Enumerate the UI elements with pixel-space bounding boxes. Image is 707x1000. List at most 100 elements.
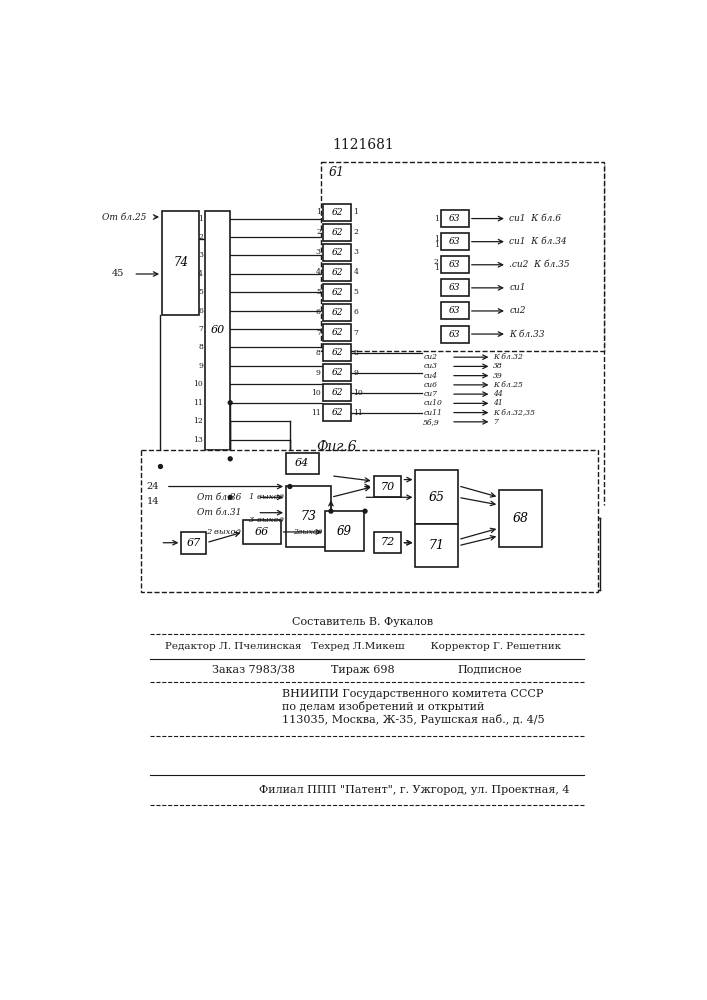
Text: 9: 9 bbox=[316, 369, 321, 377]
Text: 8: 8 bbox=[198, 343, 203, 351]
Text: 62: 62 bbox=[332, 208, 343, 217]
Text: 8: 8 bbox=[316, 349, 321, 357]
Text: 2: 2 bbox=[316, 228, 321, 236]
Text: 3: 3 bbox=[198, 251, 203, 259]
Text: си1  К бл.34: си1 К бл.34 bbox=[509, 237, 567, 246]
Text: 7: 7 bbox=[354, 329, 358, 337]
Text: ВНИИПИ Государственного комитета СССР: ВНИИПИ Государственного комитета СССР bbox=[282, 689, 544, 699]
Text: 9: 9 bbox=[198, 362, 203, 370]
Bar bbox=[441, 210, 469, 227]
Text: Фиг.6: Фиг.6 bbox=[316, 440, 357, 454]
Bar bbox=[373, 532, 402, 553]
Text: 11: 11 bbox=[193, 399, 203, 407]
Text: Филиал ППП "Патент", г. Ужгород, ул. Проектная, 4: Филиал ППП "Патент", г. Ужгород, ул. Про… bbox=[259, 785, 569, 795]
Text: 10: 10 bbox=[311, 389, 321, 397]
Text: Подписное: Подписное bbox=[457, 665, 522, 675]
Text: 7: 7 bbox=[493, 418, 498, 426]
Text: 67: 67 bbox=[187, 538, 201, 548]
Text: К бл.33: К бл.33 bbox=[509, 330, 544, 339]
Text: 11: 11 bbox=[354, 409, 363, 417]
Text: 5: 5 bbox=[316, 288, 321, 296]
Text: К бл.25: К бл.25 bbox=[493, 381, 522, 389]
Text: 1 выход: 1 выход bbox=[249, 493, 284, 501]
Circle shape bbox=[363, 509, 367, 513]
Text: 7: 7 bbox=[316, 329, 321, 337]
Text: 12: 12 bbox=[193, 417, 203, 425]
Text: си1: си1 bbox=[509, 283, 526, 292]
Circle shape bbox=[228, 401, 232, 405]
Text: 6: 6 bbox=[354, 308, 358, 316]
Bar bbox=[441, 256, 469, 273]
Text: От бл.36: От бл.36 bbox=[197, 493, 241, 502]
Bar bbox=[323, 384, 351, 401]
Text: 2выход: 2выход bbox=[293, 528, 322, 536]
Text: 73: 73 bbox=[300, 510, 317, 523]
Text: 66: 66 bbox=[255, 527, 269, 537]
Bar bbox=[182, 532, 206, 554]
Bar bbox=[323, 304, 351, 321]
Circle shape bbox=[228, 457, 232, 461]
Text: 1: 1 bbox=[354, 208, 358, 216]
Text: Составитель В. Фукалов: Составитель В. Фукалов bbox=[292, 617, 433, 627]
Text: 62: 62 bbox=[332, 348, 343, 357]
Text: 41: 41 bbox=[493, 399, 503, 407]
Bar bbox=[321, 162, 604, 351]
Text: 5б,9: 5б,9 bbox=[423, 418, 440, 426]
Text: 63: 63 bbox=[449, 237, 461, 246]
Circle shape bbox=[329, 509, 333, 513]
Text: си11: си11 bbox=[423, 409, 442, 417]
Bar bbox=[141, 450, 598, 592]
Bar bbox=[441, 326, 469, 343]
Bar bbox=[162, 211, 199, 315]
Bar bbox=[323, 364, 351, 381]
Text: си10: си10 bbox=[423, 399, 442, 407]
Bar bbox=[441, 233, 469, 250]
Text: 65: 65 bbox=[428, 491, 445, 504]
Text: Тираж 698: Тираж 698 bbox=[331, 665, 395, 675]
Text: 62: 62 bbox=[332, 388, 343, 397]
Text: 4: 4 bbox=[354, 268, 358, 276]
Text: си2: си2 bbox=[509, 306, 526, 315]
Text: 62: 62 bbox=[332, 408, 343, 417]
Text: 2: 2 bbox=[434, 258, 438, 266]
Text: 10: 10 bbox=[354, 389, 363, 397]
Text: 11: 11 bbox=[311, 409, 321, 417]
Text: 62: 62 bbox=[332, 228, 343, 237]
Text: 63: 63 bbox=[449, 260, 461, 269]
Text: 2 выход: 2 выход bbox=[206, 528, 241, 536]
Bar bbox=[323, 324, 351, 341]
Text: си6: си6 bbox=[423, 381, 437, 389]
Text: 61: 61 bbox=[329, 166, 344, 179]
Text: си3: си3 bbox=[423, 362, 437, 370]
Text: 1121681: 1121681 bbox=[332, 138, 394, 152]
Text: Заказ 7983/38: Заказ 7983/38 bbox=[212, 665, 296, 675]
Bar bbox=[325, 511, 363, 551]
Text: 1: 1 bbox=[316, 208, 321, 216]
Text: си7: си7 bbox=[423, 390, 437, 398]
Text: си4: си4 bbox=[423, 372, 437, 380]
Text: К бл.32,35: К бл.32,35 bbox=[493, 409, 535, 417]
Bar bbox=[323, 344, 351, 361]
Bar bbox=[204, 211, 230, 450]
Text: 64: 64 bbox=[295, 458, 310, 468]
Text: 8: 8 bbox=[354, 349, 358, 357]
Text: Редактор Л. Пчелинская   Техред Л.Микеш        Корректор Г. Решетник: Редактор Л. Пчелинская Техред Л.Микеш Ко… bbox=[165, 642, 561, 651]
Text: 62: 62 bbox=[332, 268, 343, 277]
Text: 2: 2 bbox=[354, 228, 358, 236]
Text: 113035, Москва, Ж-35, Раушская наб., д. 4/5: 113035, Москва, Ж-35, Раушская наб., д. … bbox=[282, 714, 545, 725]
Text: 1: 1 bbox=[434, 235, 438, 243]
Text: си1  К бл.6: си1 К бл.6 bbox=[509, 214, 561, 223]
Text: 5: 5 bbox=[198, 288, 203, 296]
Bar bbox=[441, 302, 469, 319]
Text: 10: 10 bbox=[193, 380, 203, 388]
Text: 4: 4 bbox=[316, 268, 321, 276]
Bar bbox=[499, 490, 542, 547]
Text: 1: 1 bbox=[434, 215, 438, 223]
Text: 4: 4 bbox=[198, 270, 203, 278]
Text: 13: 13 bbox=[193, 436, 203, 444]
Text: 62: 62 bbox=[332, 328, 343, 337]
Text: 1: 1 bbox=[434, 241, 438, 249]
Text: 74: 74 bbox=[173, 256, 188, 269]
Text: по делам изобретений и открытий: по делам изобретений и открытий bbox=[282, 701, 484, 712]
Bar bbox=[286, 486, 331, 547]
